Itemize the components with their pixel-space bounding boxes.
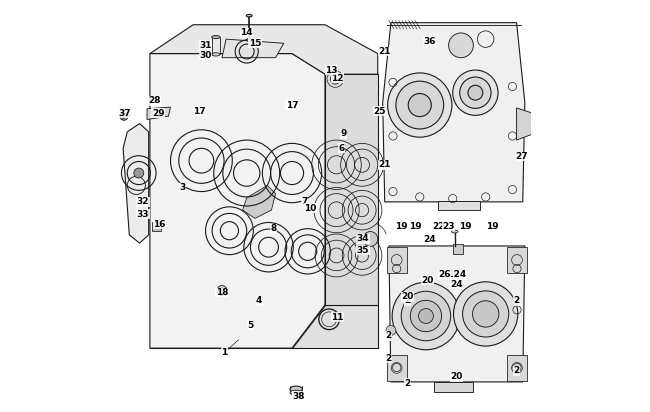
Text: 28: 28: [148, 96, 161, 105]
Polygon shape: [222, 39, 284, 58]
Circle shape: [363, 232, 378, 246]
Text: 23: 23: [443, 222, 455, 231]
Text: 2: 2: [404, 296, 411, 305]
Ellipse shape: [246, 14, 252, 17]
Ellipse shape: [452, 230, 458, 233]
Circle shape: [454, 282, 518, 346]
Text: 20: 20: [401, 292, 413, 301]
Circle shape: [134, 168, 144, 178]
Circle shape: [452, 70, 498, 115]
Text: 30: 30: [200, 51, 212, 60]
Bar: [387, 355, 407, 381]
Text: 14: 14: [240, 28, 253, 37]
Circle shape: [419, 309, 434, 323]
Bar: [507, 355, 527, 381]
Text: 35: 35: [357, 246, 369, 255]
Circle shape: [408, 94, 432, 117]
Text: 21: 21: [378, 160, 391, 169]
Polygon shape: [242, 185, 276, 218]
Text: 21: 21: [378, 47, 391, 56]
Circle shape: [410, 300, 441, 332]
Text: 2: 2: [404, 379, 411, 388]
Circle shape: [473, 301, 499, 327]
Text: 2: 2: [514, 366, 520, 375]
Text: 38: 38: [292, 392, 304, 401]
Text: 3: 3: [180, 183, 186, 192]
Circle shape: [396, 81, 444, 129]
Text: 36: 36: [424, 37, 436, 46]
Circle shape: [401, 291, 450, 341]
Text: 15: 15: [249, 39, 261, 48]
Text: 25: 25: [374, 107, 386, 116]
Text: 19: 19: [395, 222, 408, 231]
Ellipse shape: [246, 39, 252, 41]
Text: 26: 26: [447, 270, 460, 279]
Text: 27: 27: [515, 152, 528, 161]
Text: 1: 1: [221, 348, 228, 357]
Text: 2: 2: [385, 331, 392, 340]
Text: 34: 34: [357, 234, 369, 243]
Text: 4: 4: [256, 296, 262, 305]
Text: 13: 13: [325, 66, 337, 75]
Text: 29: 29: [152, 109, 164, 118]
Bar: [152, 222, 161, 231]
Text: 24: 24: [424, 235, 436, 244]
Text: 17: 17: [193, 107, 205, 116]
Text: 32: 32: [136, 197, 149, 206]
Text: 19: 19: [486, 222, 498, 231]
Text: 5: 5: [248, 321, 254, 330]
Polygon shape: [383, 23, 525, 202]
Polygon shape: [389, 246, 525, 382]
Bar: [452, 244, 463, 254]
Text: 11: 11: [331, 313, 344, 322]
Text: 26․24: 26․24: [439, 270, 467, 279]
Text: 17: 17: [286, 101, 298, 110]
Circle shape: [448, 33, 473, 58]
Circle shape: [468, 85, 483, 100]
Circle shape: [387, 73, 452, 137]
Text: 9: 9: [341, 129, 346, 138]
Text: 31: 31: [200, 41, 212, 50]
Text: 20: 20: [450, 372, 463, 382]
Ellipse shape: [212, 53, 220, 56]
Text: 24: 24: [450, 280, 463, 289]
Text: 2: 2: [385, 354, 392, 363]
Text: 12: 12: [331, 74, 344, 83]
Polygon shape: [517, 108, 533, 140]
Circle shape: [386, 325, 396, 335]
Bar: [387, 247, 407, 273]
Text: 22: 22: [432, 222, 445, 231]
Polygon shape: [147, 107, 170, 119]
Polygon shape: [438, 201, 480, 210]
Text: 16: 16: [153, 220, 166, 229]
Circle shape: [217, 286, 227, 295]
Text: 7: 7: [301, 197, 307, 206]
Text: 33: 33: [136, 210, 149, 219]
Polygon shape: [434, 382, 473, 392]
Circle shape: [120, 112, 128, 120]
Circle shape: [460, 77, 491, 108]
Ellipse shape: [290, 390, 302, 395]
Circle shape: [392, 282, 460, 350]
Text: 2: 2: [514, 296, 520, 305]
Text: 10: 10: [304, 204, 317, 213]
Circle shape: [463, 291, 509, 337]
Text: 19: 19: [410, 222, 422, 231]
Polygon shape: [325, 74, 378, 305]
Polygon shape: [150, 25, 378, 74]
Bar: [507, 247, 527, 273]
Circle shape: [330, 74, 340, 84]
Text: 19: 19: [459, 222, 471, 231]
Ellipse shape: [212, 35, 220, 39]
Polygon shape: [292, 305, 378, 348]
Ellipse shape: [290, 386, 302, 393]
Text: 8: 8: [270, 224, 277, 233]
Polygon shape: [150, 54, 325, 348]
Text: 37: 37: [119, 109, 131, 118]
Text: 20: 20: [421, 276, 434, 285]
Text: 6: 6: [339, 144, 345, 153]
Polygon shape: [123, 124, 149, 243]
Text: 18: 18: [216, 288, 228, 297]
